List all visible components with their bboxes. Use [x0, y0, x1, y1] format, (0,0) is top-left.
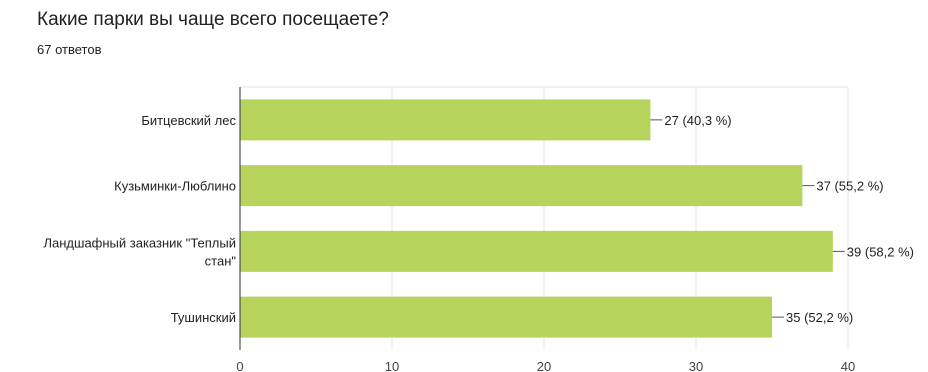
data-label: 27 (40,3 %): [664, 113, 731, 128]
category-label-line: стан": [205, 253, 237, 268]
category-label: Ландшафный заказник "Теплый стан": [43, 235, 236, 268]
x-tick-label: 0: [236, 359, 243, 372]
bar: [240, 230, 833, 272]
x-tick-label: 20: [537, 359, 551, 372]
bar: [240, 99, 651, 141]
category-label: Тушинский: [171, 310, 236, 325]
x-tick-label: 10: [385, 359, 399, 372]
category-label: Кузьминки-Люблино: [114, 179, 236, 194]
category-label-line: Битцевский лес: [141, 113, 236, 128]
data-label: 35 (52,2 %): [786, 310, 853, 325]
question-title: Какие парки вы чаще всего посещаете?: [37, 9, 389, 30]
data-label: 37 (55,2 %): [816, 179, 883, 194]
x-tick-label: 40: [841, 359, 855, 372]
category-label-line: Кузьминки-Люблино: [114, 179, 236, 194]
x-tick-label: 30: [689, 359, 703, 372]
data-label: 39 (58,2 %): [847, 244, 914, 259]
category-label-line: Ландшафный заказник "Теплый: [43, 235, 236, 250]
bar: [240, 296, 772, 338]
response-count: 67 ответов: [37, 42, 102, 57]
category-label-line: Тушинский: [171, 310, 236, 325]
bar: [240, 165, 803, 207]
category-label: Битцевский лес: [141, 113, 236, 128]
